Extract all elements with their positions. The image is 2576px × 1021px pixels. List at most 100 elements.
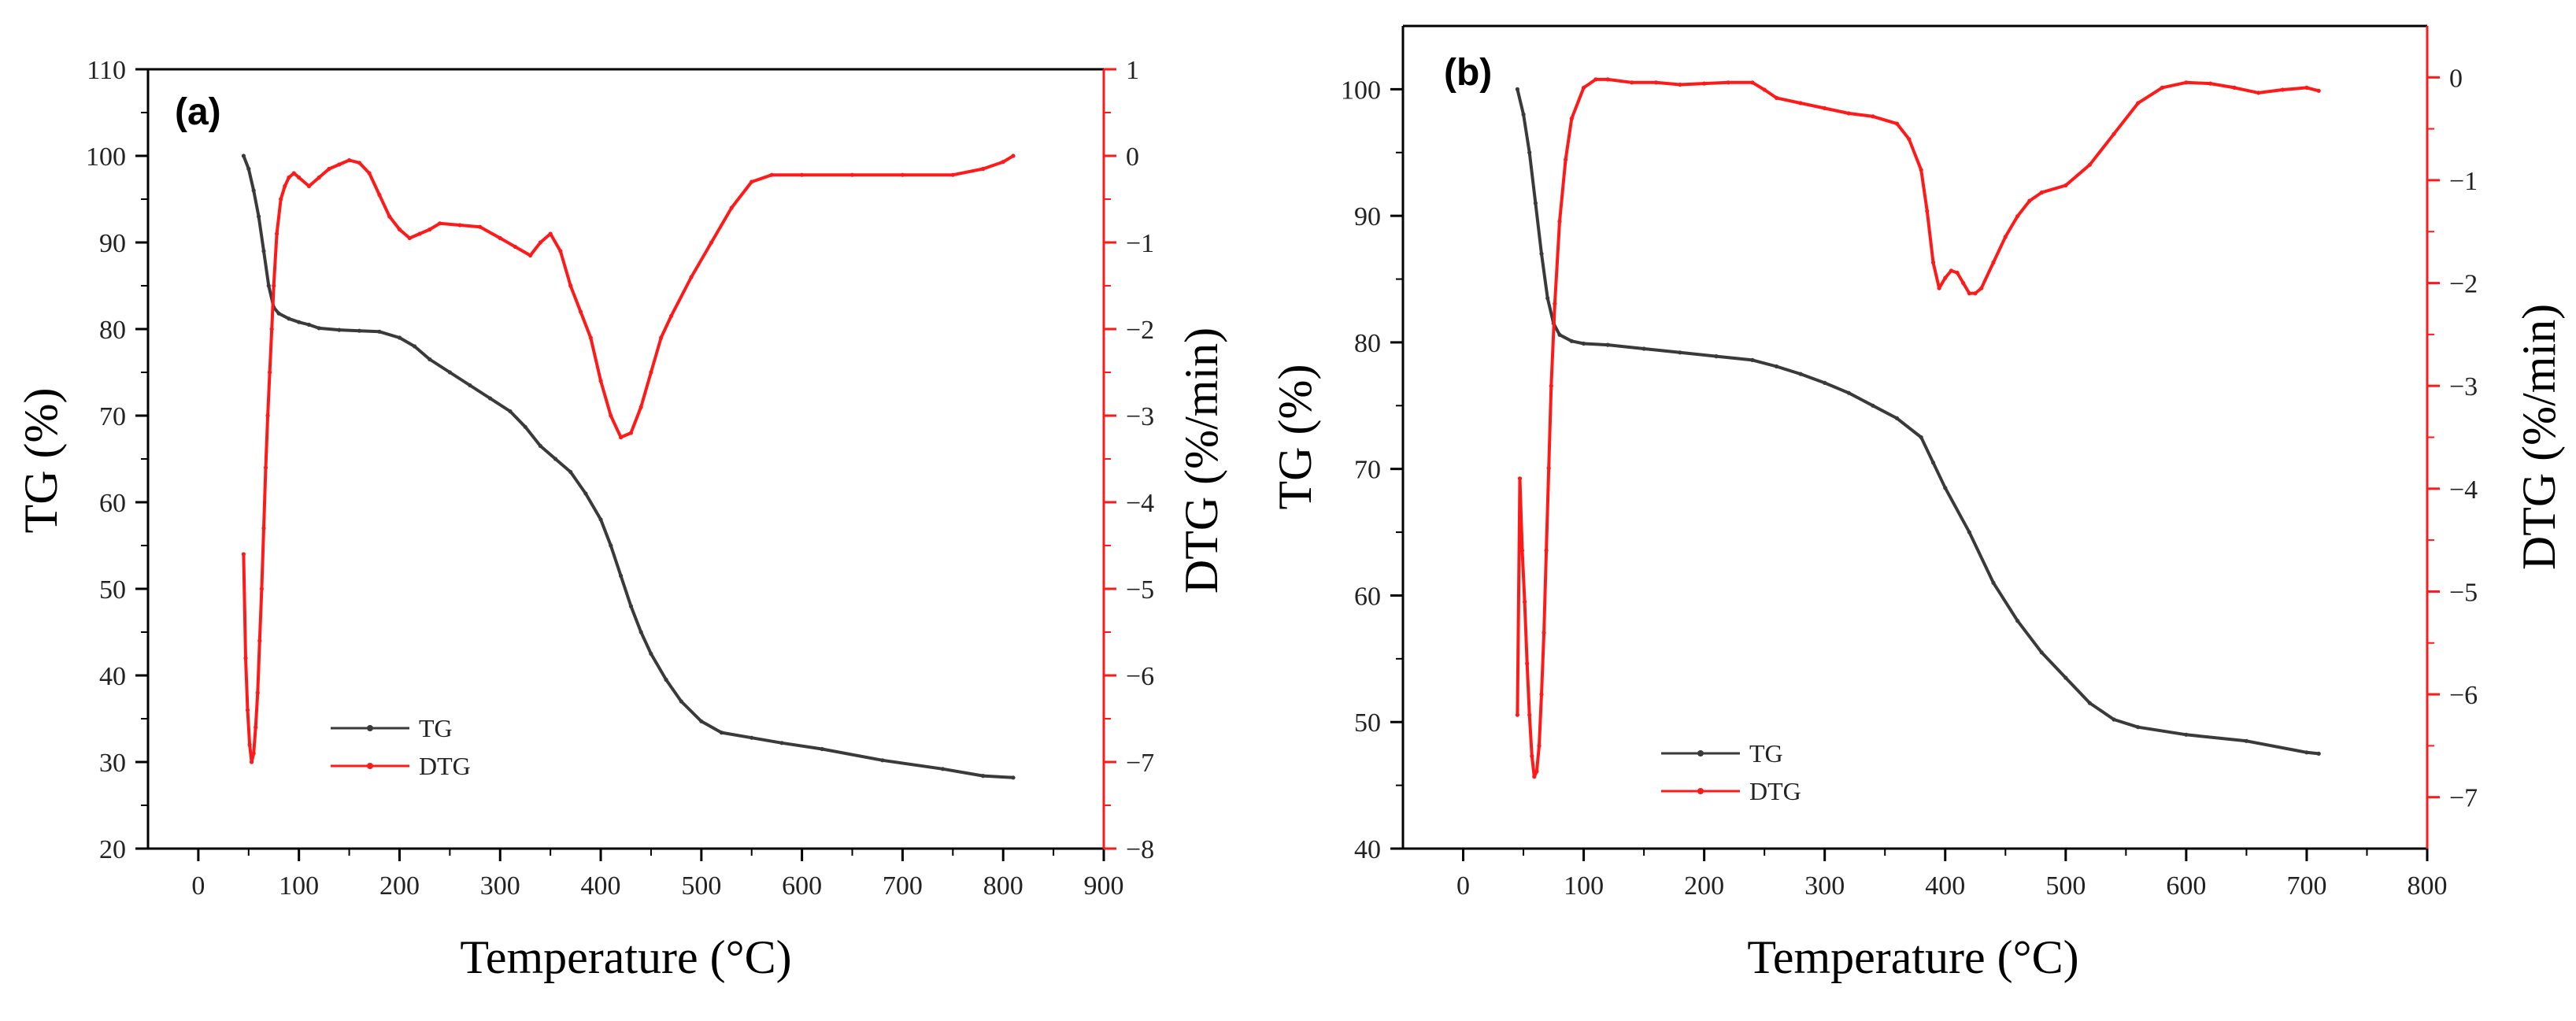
dtg-point xyxy=(1569,117,1574,121)
dtg-point xyxy=(1955,270,1960,276)
legend-marker-dtg xyxy=(1697,788,1704,794)
tg-point xyxy=(261,249,266,253)
right-y-axis-title: DTG (%/min) xyxy=(1175,327,1227,594)
dtg-point xyxy=(261,526,266,531)
dtg-point xyxy=(1553,301,1557,306)
dtg-point xyxy=(1871,114,1875,119)
dtg-point xyxy=(638,405,643,409)
x-tick-label: 800 xyxy=(983,871,1023,901)
tg-point xyxy=(287,316,291,321)
dtg-point xyxy=(1582,85,1586,90)
right-y-tick-label: −8 xyxy=(1126,835,1154,864)
x-axis-title: Temperature (°C) xyxy=(460,931,791,983)
tg-series-line xyxy=(242,154,1015,779)
tg-point xyxy=(241,154,246,158)
left-y-tick-label: 70 xyxy=(99,402,126,431)
left-y-axis-title: TG (%) xyxy=(1269,364,1321,510)
dtg-point xyxy=(628,431,634,435)
tg-point xyxy=(553,457,558,461)
tg-point xyxy=(337,327,342,332)
tg-point xyxy=(538,443,543,449)
tg-point xyxy=(357,328,361,333)
tg-point xyxy=(628,604,634,609)
dtg-point xyxy=(265,413,270,418)
dtg-point xyxy=(1527,712,1532,717)
dtg-point xyxy=(2280,87,2285,92)
right-y-tick-label: 0 xyxy=(2449,64,2463,93)
dtg-point xyxy=(1011,154,1016,158)
x-tick-label: 100 xyxy=(1564,871,1604,901)
dtg-point xyxy=(2136,101,2141,105)
legend-marker-tg xyxy=(367,725,373,731)
tg-point xyxy=(1605,342,1610,347)
tg-point xyxy=(413,344,417,349)
dtg-point xyxy=(257,638,262,643)
panel-label: (b) xyxy=(1444,52,1492,94)
dtg-point xyxy=(578,309,583,314)
dtg-point xyxy=(1517,476,1523,481)
x-tick-label: 700 xyxy=(883,871,923,901)
dtg-point xyxy=(247,742,252,747)
legend-marker-dtg xyxy=(367,763,373,769)
left-y-tick-label: 20 xyxy=(99,835,126,864)
tg-point xyxy=(1539,251,1544,256)
dtg-point xyxy=(1515,712,1519,717)
dtg-point xyxy=(498,235,502,241)
dtg-point xyxy=(1973,291,1978,296)
dtg-point xyxy=(1605,77,1610,82)
x-tick-label: 400 xyxy=(1925,871,1965,901)
dtg-point xyxy=(1557,219,1562,224)
dtg-point xyxy=(1523,599,1527,605)
dtg-point xyxy=(1593,77,1598,82)
dtg-point xyxy=(337,162,342,167)
dtg-point xyxy=(268,370,272,375)
dtg-point xyxy=(2316,88,2321,93)
x-tick-label: 800 xyxy=(2408,871,2448,901)
left-y-tick-label: 80 xyxy=(99,316,126,345)
dtg-point xyxy=(558,249,563,253)
dtg-point xyxy=(387,214,392,219)
left-y-tick-label: 90 xyxy=(99,229,126,258)
dtg-point xyxy=(2160,85,2164,90)
dtg-point xyxy=(1949,268,1953,273)
dtg-point xyxy=(1726,80,1730,85)
dtg-point xyxy=(2087,162,2092,167)
x-tick-label: 700 xyxy=(2286,871,2326,901)
x-tick-label: 600 xyxy=(2166,871,2206,901)
dtg-point xyxy=(1532,775,1537,779)
tg-point xyxy=(2015,619,2020,623)
dtg-point xyxy=(981,166,986,172)
x-tick-label: 600 xyxy=(782,871,822,901)
tg-point xyxy=(377,329,382,334)
dtg-point xyxy=(1539,692,1544,697)
dtg-point xyxy=(2208,81,2213,86)
tg-point xyxy=(583,491,588,496)
dtg-point xyxy=(609,413,613,418)
dtg-point xyxy=(2112,131,2116,136)
dtg-point xyxy=(2232,85,2237,90)
dtg-point xyxy=(1519,548,1525,553)
tg-point xyxy=(508,409,513,414)
left-y-tick-label: 40 xyxy=(1354,835,1381,864)
legend-label-tg: TG xyxy=(419,714,453,742)
tg-point xyxy=(1919,435,1923,440)
right-y-tick-label: −3 xyxy=(2449,372,2478,401)
dtg-point xyxy=(2015,214,2020,219)
tg-point xyxy=(2316,751,2321,757)
tg-point xyxy=(1871,403,1875,408)
dtg-point xyxy=(2304,85,2309,90)
left-y-tick-label: 100 xyxy=(86,142,126,172)
tg-point xyxy=(679,699,683,704)
left-y-tick-label: 90 xyxy=(1354,202,1381,231)
tg-point xyxy=(1527,150,1532,155)
dtg-point xyxy=(241,552,246,557)
left-y-tick-label: 100 xyxy=(1341,76,1381,105)
dtg-point xyxy=(2063,183,2068,188)
tg-point xyxy=(427,357,432,362)
dtg-point xyxy=(279,197,283,202)
tg-point xyxy=(316,326,321,331)
left-y-tick-label: 40 xyxy=(99,662,126,691)
tg-point xyxy=(779,741,784,745)
